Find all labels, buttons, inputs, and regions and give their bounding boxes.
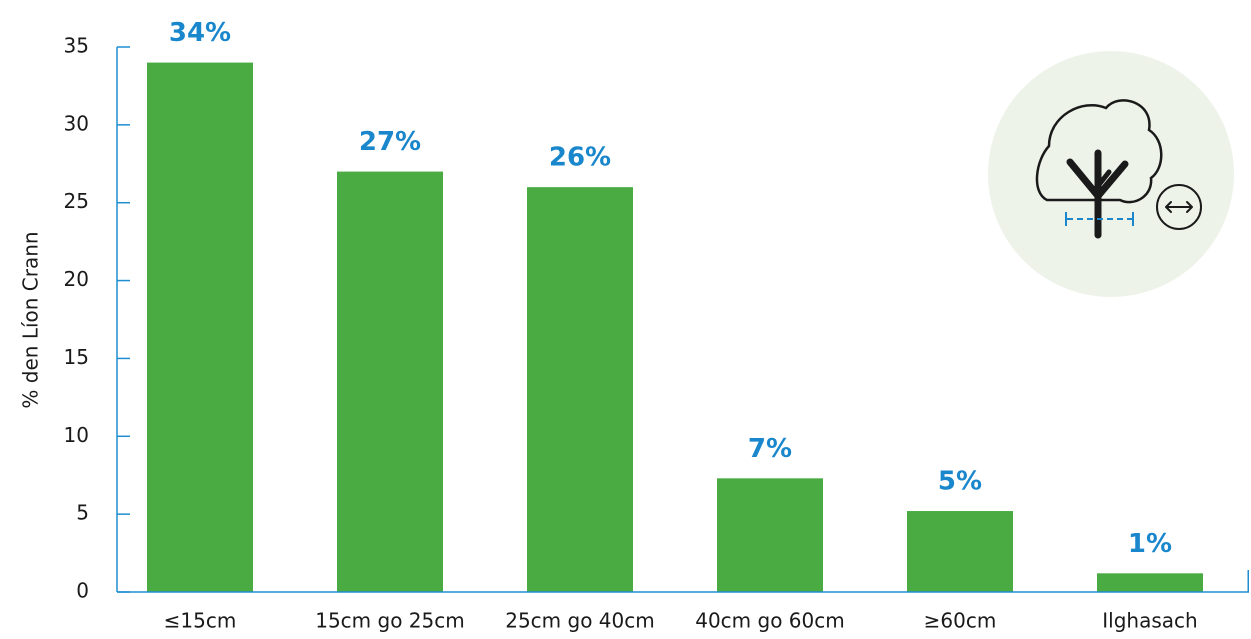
bar (1097, 573, 1203, 592)
category-label: Ilghasach (1102, 609, 1197, 633)
category-label: ≥60cm (924, 609, 997, 633)
tree-diameter-icon (988, 51, 1234, 297)
y-tick-label: 25 (64, 189, 89, 213)
y-tick-label: 20 (64, 267, 89, 291)
bar-data-label: 1% (1128, 529, 1172, 559)
bar-data-label: 5% (938, 467, 982, 497)
y-tick-label: 15 (64, 345, 89, 369)
tree-branch-left-icon (1066, 158, 1102, 200)
category-label: 40cm go 60cm (695, 609, 845, 633)
y-tick-label: 30 (64, 111, 89, 135)
bar (717, 478, 823, 592)
y-tick-label: 35 (64, 34, 89, 58)
category-label: 15cm go 25cm (315, 609, 465, 633)
y-tick-label: 10 (64, 423, 89, 447)
bar (907, 511, 1013, 592)
bar (337, 171, 443, 593)
bar-data-label: 26% (549, 143, 611, 173)
bar (527, 187, 633, 592)
icon-background-circle (988, 51, 1234, 297)
category-label: ≤15cm (164, 609, 237, 633)
double-arrow-circle-icon (1156, 184, 1202, 230)
y-axis-title: % den Líon Crann (19, 231, 43, 408)
tree-branch-mid-icon (1095, 169, 1112, 189)
y-axis-ticks: 0 5 10 15 20 25 30 35 (64, 34, 130, 603)
bar (147, 62, 253, 593)
bar-data-label: 34% (169, 18, 231, 48)
bars (147, 62, 1203, 593)
bar-data-label: 27% (359, 127, 421, 157)
bar-data-label: 7% (748, 434, 792, 464)
category-labels: ≤15cm 15cm go 25cm 25cm go 40cm 40cm go 60c… (164, 609, 1198, 633)
tree-branch-right-icon (1094, 160, 1129, 200)
tree-crown-icon (1035, 99, 1163, 204)
y-tick-label: 5 (76, 501, 89, 525)
y-tick-label: 0 (76, 579, 89, 603)
data-labels: 34% 27% 26% 7% 5% 1% (169, 18, 1172, 559)
category-label: 25cm go 40cm (505, 609, 655, 633)
double-arrow-icon (1165, 201, 1193, 213)
